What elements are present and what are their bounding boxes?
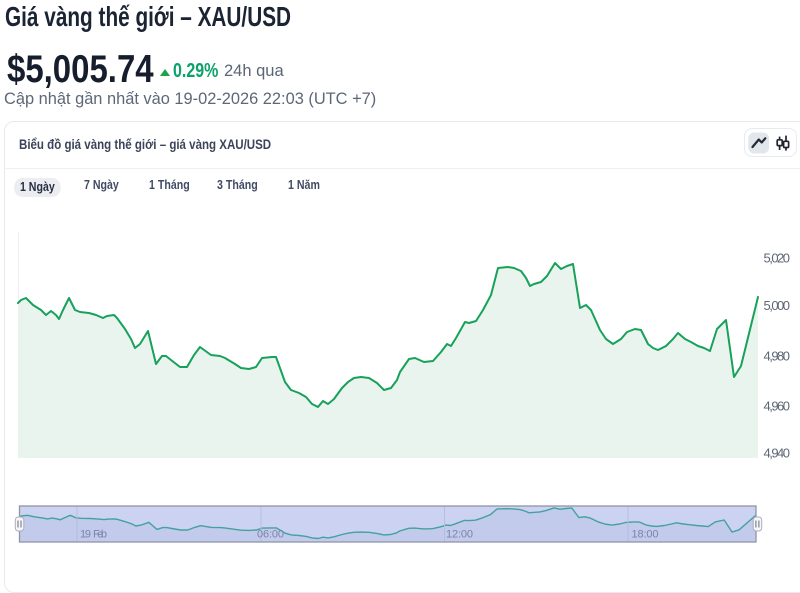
svg-text:4,960: 4,960 [764,399,791,414]
svg-text:4,940: 4,940 [764,446,791,461]
svg-text:Feb: Feb [93,529,107,541]
svg-text:19: 19 [80,529,91,541]
svg-text:12:00: 12:00 [446,529,473,541]
svg-text:06:00: 06:00 [257,529,284,541]
svg-text:4,980: 4,980 [764,349,791,364]
svg-text:18:00: 18:00 [632,529,659,541]
svg-text:5,020: 5,020 [764,251,791,266]
svg-text:5,000: 5,000 [764,298,791,313]
